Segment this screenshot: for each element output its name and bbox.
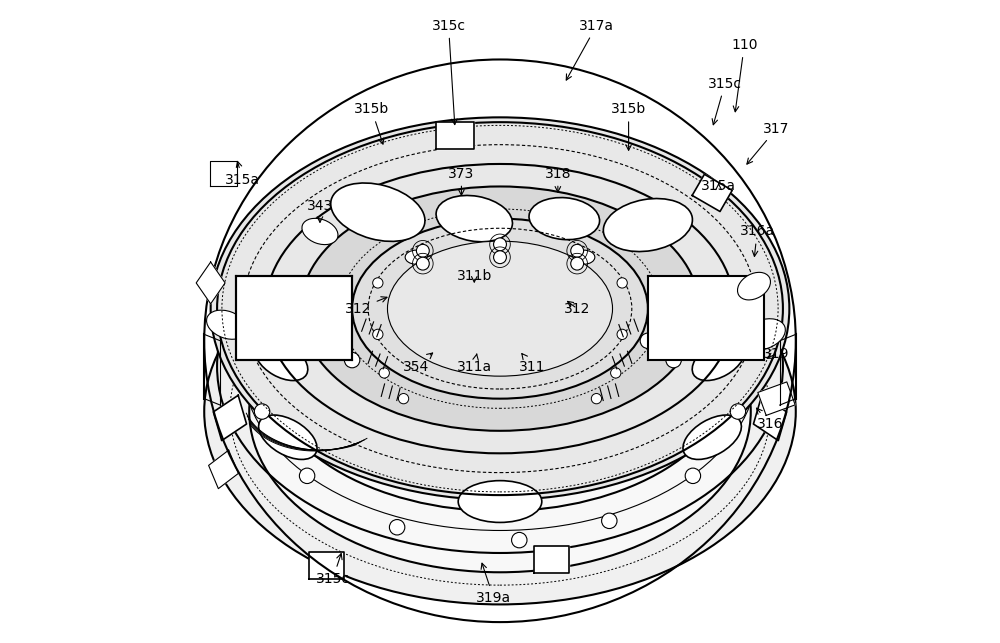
- Text: 319a: 319a: [476, 563, 511, 605]
- Ellipse shape: [737, 273, 770, 300]
- Text: 319: 319: [763, 347, 790, 361]
- Ellipse shape: [204, 219, 796, 604]
- Circle shape: [571, 257, 584, 270]
- Circle shape: [389, 520, 405, 535]
- Ellipse shape: [249, 251, 751, 572]
- Circle shape: [299, 468, 315, 484]
- Circle shape: [617, 329, 627, 340]
- Text: 317: 317: [747, 122, 790, 164]
- Polygon shape: [758, 382, 795, 415]
- Text: 312: 312: [564, 302, 590, 316]
- Ellipse shape: [572, 250, 595, 264]
- Circle shape: [571, 244, 584, 257]
- Circle shape: [640, 333, 656, 349]
- Circle shape: [512, 532, 527, 548]
- Ellipse shape: [255, 340, 308, 381]
- Text: 316a: 316a: [740, 224, 775, 257]
- Polygon shape: [213, 395, 247, 440]
- Ellipse shape: [211, 117, 789, 500]
- Text: 315c: 315c: [316, 554, 350, 586]
- Text: 110: 110: [731, 38, 758, 112]
- Ellipse shape: [692, 340, 745, 381]
- Ellipse shape: [301, 186, 699, 431]
- Polygon shape: [210, 161, 237, 186]
- Ellipse shape: [458, 481, 542, 522]
- Polygon shape: [309, 552, 344, 579]
- Circle shape: [494, 251, 506, 264]
- Ellipse shape: [387, 241, 613, 376]
- Ellipse shape: [603, 199, 692, 251]
- Ellipse shape: [494, 278, 506, 287]
- Circle shape: [602, 513, 617, 529]
- Ellipse shape: [742, 319, 785, 350]
- Circle shape: [416, 257, 429, 270]
- FancyBboxPatch shape: [236, 276, 352, 360]
- Text: 318: 318: [545, 167, 571, 192]
- Ellipse shape: [331, 183, 425, 241]
- Ellipse shape: [577, 278, 590, 287]
- Text: 317a: 317a: [566, 19, 614, 80]
- Ellipse shape: [436, 195, 512, 242]
- Circle shape: [666, 352, 681, 368]
- Circle shape: [373, 329, 383, 340]
- Ellipse shape: [302, 219, 338, 244]
- Polygon shape: [209, 450, 238, 489]
- Text: 315c: 315c: [432, 19, 466, 125]
- Polygon shape: [753, 395, 787, 440]
- Circle shape: [254, 404, 270, 419]
- Circle shape: [611, 368, 621, 378]
- Text: 315a: 315a: [701, 179, 736, 194]
- Text: 315b: 315b: [611, 102, 646, 150]
- Circle shape: [591, 394, 602, 404]
- Polygon shape: [436, 122, 474, 149]
- Circle shape: [379, 368, 389, 378]
- Ellipse shape: [259, 415, 317, 460]
- Text: 315b: 315b: [354, 102, 389, 144]
- Circle shape: [344, 352, 360, 368]
- Circle shape: [494, 238, 506, 251]
- Polygon shape: [692, 174, 732, 212]
- Ellipse shape: [352, 219, 648, 399]
- Ellipse shape: [529, 197, 600, 240]
- Text: 311: 311: [519, 354, 545, 374]
- Circle shape: [730, 404, 746, 419]
- Text: 354: 354: [403, 353, 433, 374]
- Ellipse shape: [683, 415, 741, 460]
- Text: 315c: 315c: [708, 77, 742, 125]
- Circle shape: [685, 468, 701, 484]
- Ellipse shape: [410, 278, 423, 287]
- Circle shape: [319, 333, 334, 349]
- Text: 315a: 315a: [225, 161, 260, 187]
- Circle shape: [617, 278, 627, 288]
- Circle shape: [373, 278, 383, 288]
- Text: 316: 316: [757, 408, 783, 431]
- Polygon shape: [196, 262, 225, 303]
- FancyBboxPatch shape: [648, 276, 764, 360]
- Text: 312: 312: [345, 297, 387, 316]
- Text: 311b: 311b: [457, 269, 492, 284]
- Circle shape: [416, 244, 429, 257]
- Text: 311a: 311a: [457, 354, 492, 374]
- Polygon shape: [534, 546, 569, 573]
- Ellipse shape: [405, 250, 428, 264]
- Ellipse shape: [489, 250, 511, 264]
- Circle shape: [398, 394, 409, 404]
- Text: 343: 343: [307, 199, 333, 222]
- Text: 373: 373: [448, 167, 475, 195]
- Ellipse shape: [207, 310, 247, 340]
